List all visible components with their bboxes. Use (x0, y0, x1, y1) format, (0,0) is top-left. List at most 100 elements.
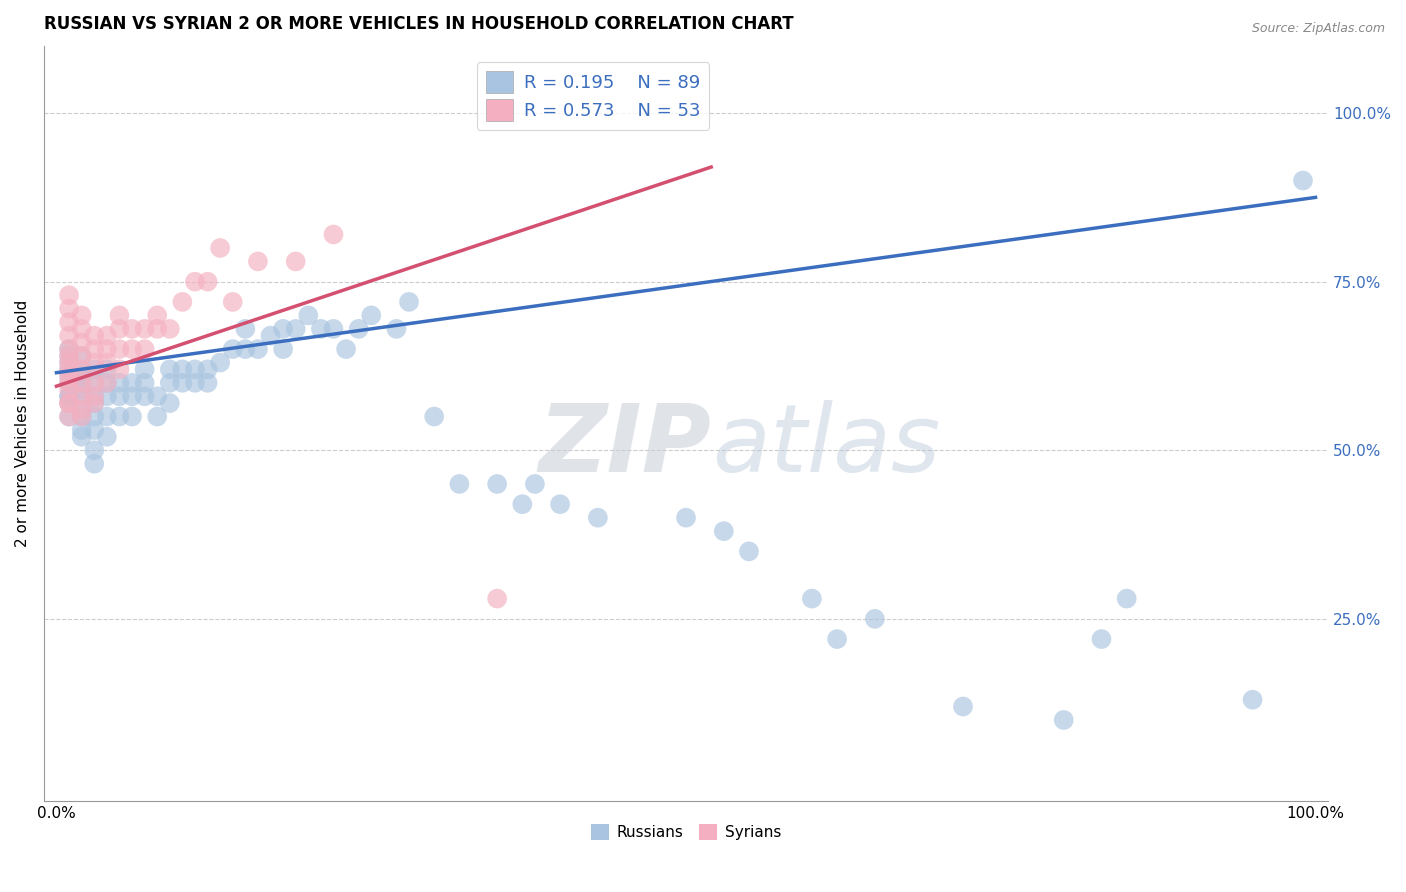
Point (259, 328, 281, 343)
Point (83, 443, 105, 458)
Point (108, 309, 131, 323)
Point (184, 275, 207, 289)
Point (146, 409, 169, 424)
Point (184, 376, 207, 390)
Point (322, 227, 344, 242)
Text: RUSSIAN VS SYRIAN 2 OR MORE VEHICLES IN HOUSEHOLD CORRELATION CHART: RUSSIAN VS SYRIAN 2 OR MORE VEHICLES IN … (44, 15, 793, 33)
Point (738, 544, 761, 558)
Point (121, 322, 143, 336)
Point (449, 477, 471, 491)
Point (83, 457, 105, 471)
Point (108, 362, 131, 376)
Point (96, 355, 118, 369)
Point (222, 294, 245, 309)
Point (83, 328, 105, 343)
Point (58, 389, 80, 403)
Point (335, 342, 357, 356)
Point (209, 355, 232, 369)
Point (108, 376, 131, 390)
Point (146, 309, 169, 323)
Point (548, 497, 571, 511)
Point (70, 402, 93, 417)
Point (58, 315, 80, 329)
Point (70, 335, 93, 350)
Point (83, 362, 105, 376)
Point (1292, 173, 1315, 187)
Point (70, 389, 93, 403)
Point (233, 342, 256, 356)
Point (83, 389, 105, 403)
Point (486, 591, 509, 606)
Point (486, 477, 509, 491)
Point (1241, 692, 1264, 706)
Point (58, 383, 80, 397)
Point (96, 342, 118, 356)
Point (96, 389, 118, 403)
Point (58, 396, 80, 410)
Point (70, 409, 93, 424)
Point (222, 342, 245, 356)
Point (96, 376, 118, 390)
Point (347, 322, 370, 336)
Point (360, 309, 382, 323)
Point (70, 376, 93, 390)
Point (134, 389, 156, 403)
Point (121, 389, 143, 403)
Point (134, 322, 156, 336)
Point (385, 322, 408, 336)
Point (58, 369, 80, 384)
Point (246, 342, 269, 356)
Point (96, 328, 118, 343)
Point (70, 349, 93, 363)
Point (70, 376, 93, 390)
Point (83, 376, 105, 390)
Point (197, 376, 219, 390)
Point (423, 409, 446, 424)
Point (58, 301, 80, 316)
Point (209, 241, 232, 255)
Point (159, 376, 181, 390)
Point (58, 349, 80, 363)
Point (58, 349, 80, 363)
Legend: Russians, Syrians: Russians, Syrians (585, 818, 787, 847)
Point (70, 362, 93, 376)
Point (96, 409, 118, 424)
Point (83, 342, 105, 356)
Point (322, 322, 344, 336)
Point (713, 524, 735, 538)
Point (83, 376, 105, 390)
Point (159, 362, 181, 376)
Point (58, 362, 80, 376)
Point (284, 322, 307, 336)
Point (197, 275, 219, 289)
Point (1053, 713, 1076, 727)
Point (58, 409, 80, 424)
Point (83, 396, 105, 410)
Point (309, 322, 332, 336)
Point (172, 294, 194, 309)
Point (159, 396, 181, 410)
Point (70, 383, 93, 397)
Point (284, 254, 307, 268)
Point (271, 342, 294, 356)
Point (58, 355, 80, 369)
Point (134, 342, 156, 356)
Point (146, 322, 169, 336)
Point (58, 369, 80, 384)
Point (146, 389, 169, 403)
Point (134, 376, 156, 390)
Point (70, 409, 93, 424)
Point (108, 389, 131, 403)
Point (96, 362, 118, 376)
Point (233, 322, 256, 336)
Point (172, 362, 194, 376)
Point (70, 349, 93, 363)
Point (825, 632, 848, 646)
Point (96, 430, 118, 444)
Point (58, 288, 80, 302)
Point (398, 294, 420, 309)
Point (83, 423, 105, 437)
Y-axis label: 2 or more Vehicles in Household: 2 or more Vehicles in Household (15, 300, 30, 547)
Point (108, 342, 131, 356)
Point (70, 430, 93, 444)
